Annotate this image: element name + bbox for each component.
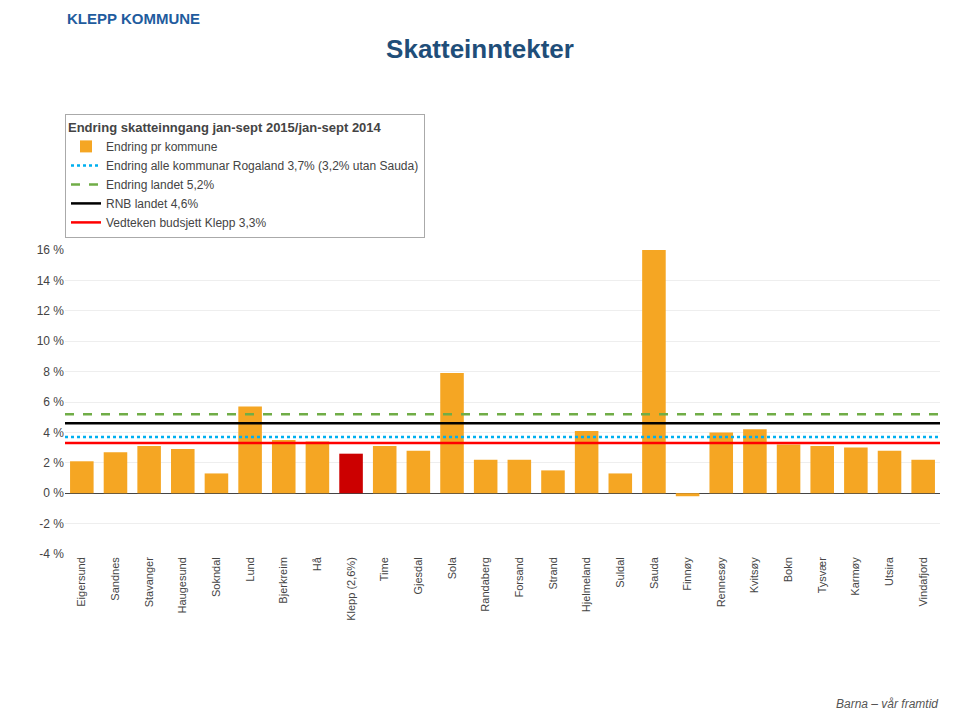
- svg-text:6 %: 6 %: [43, 395, 64, 409]
- svg-text:Vindafjord: Vindafjord: [917, 557, 929, 606]
- svg-text:Endring skatteinngang jan-sept: Endring skatteinngang jan-sept 2015/jan-…: [68, 120, 382, 135]
- svg-text:Sauda: Sauda: [648, 556, 660, 589]
- svg-text:Bokn: Bokn: [782, 557, 794, 582]
- svg-text:Utsira: Utsira: [883, 556, 895, 586]
- svg-text:Barna – vår framtid: Barna – vår framtid: [836, 697, 938, 711]
- svg-text:KLEPP KOMMUNE: KLEPP KOMMUNE: [67, 10, 200, 27]
- svg-text:Stavanger: Stavanger: [143, 557, 155, 607]
- svg-text:Skatteinntekter: Skatteinntekter: [386, 34, 574, 64]
- svg-text:Hjelmeland: Hjelmeland: [580, 557, 592, 612]
- svg-text:Rennesøy: Rennesøy: [715, 557, 727, 608]
- svg-text:Finnøy: Finnøy: [681, 557, 693, 591]
- svg-text:Karmøy: Karmøy: [849, 557, 861, 596]
- svg-text:14 %: 14 %: [37, 274, 65, 288]
- svg-text:Tysvær: Tysvær: [816, 557, 828, 593]
- svg-text:Haugesund: Haugesund: [176, 557, 188, 613]
- svg-text:Gjesdal: Gjesdal: [412, 557, 424, 594]
- svg-text:Strand: Strand: [547, 557, 559, 589]
- svg-text:Endring landet 5,2%: Endring landet 5,2%: [106, 178, 214, 192]
- svg-text:Endring pr kommune: Endring pr kommune: [106, 140, 218, 154]
- svg-text:10 %: 10 %: [37, 334, 65, 348]
- svg-text:-4 %: -4 %: [39, 547, 64, 561]
- svg-text:16 %: 16 %: [37, 243, 65, 257]
- svg-text:Endring alle kommunar Rogaland: Endring alle kommunar Rogaland 3,7% (3,2…: [106, 159, 418, 173]
- svg-text:Kvitsøy: Kvitsøy: [748, 557, 760, 594]
- svg-text:2 %: 2 %: [43, 456, 64, 470]
- svg-text:12 %: 12 %: [37, 304, 65, 318]
- svg-text:Sokndal: Sokndal: [210, 557, 222, 597]
- svg-text:Suldal: Suldal: [614, 557, 626, 588]
- svg-text:RNB landet 4,6%: RNB landet 4,6%: [106, 197, 198, 211]
- svg-text:0 %: 0 %: [43, 486, 64, 500]
- svg-text:-2 %: -2 %: [39, 517, 64, 531]
- svg-text:Time: Time: [378, 557, 390, 581]
- svg-text:Vedteken budsjett Klepp 3,3%: Vedteken budsjett Klepp 3,3%: [106, 216, 266, 230]
- svg-text:Sandnes: Sandnes: [109, 557, 121, 601]
- svg-text:Randaberg: Randaberg: [479, 557, 491, 611]
- svg-text:Hå: Hå: [311, 556, 323, 571]
- svg-text:Forsand: Forsand: [513, 557, 525, 597]
- svg-text:Bjerkreim: Bjerkreim: [277, 557, 289, 603]
- svg-text:Sola: Sola: [446, 556, 458, 579]
- svg-text:Eigersund: Eigersund: [75, 557, 87, 607]
- svg-text:4 %: 4 %: [43, 426, 64, 440]
- svg-text:8 %: 8 %: [43, 365, 64, 379]
- svg-text:Lund: Lund: [244, 557, 256, 581]
- svg-text:Klepp (2,6%): Klepp (2,6%): [345, 557, 357, 621]
